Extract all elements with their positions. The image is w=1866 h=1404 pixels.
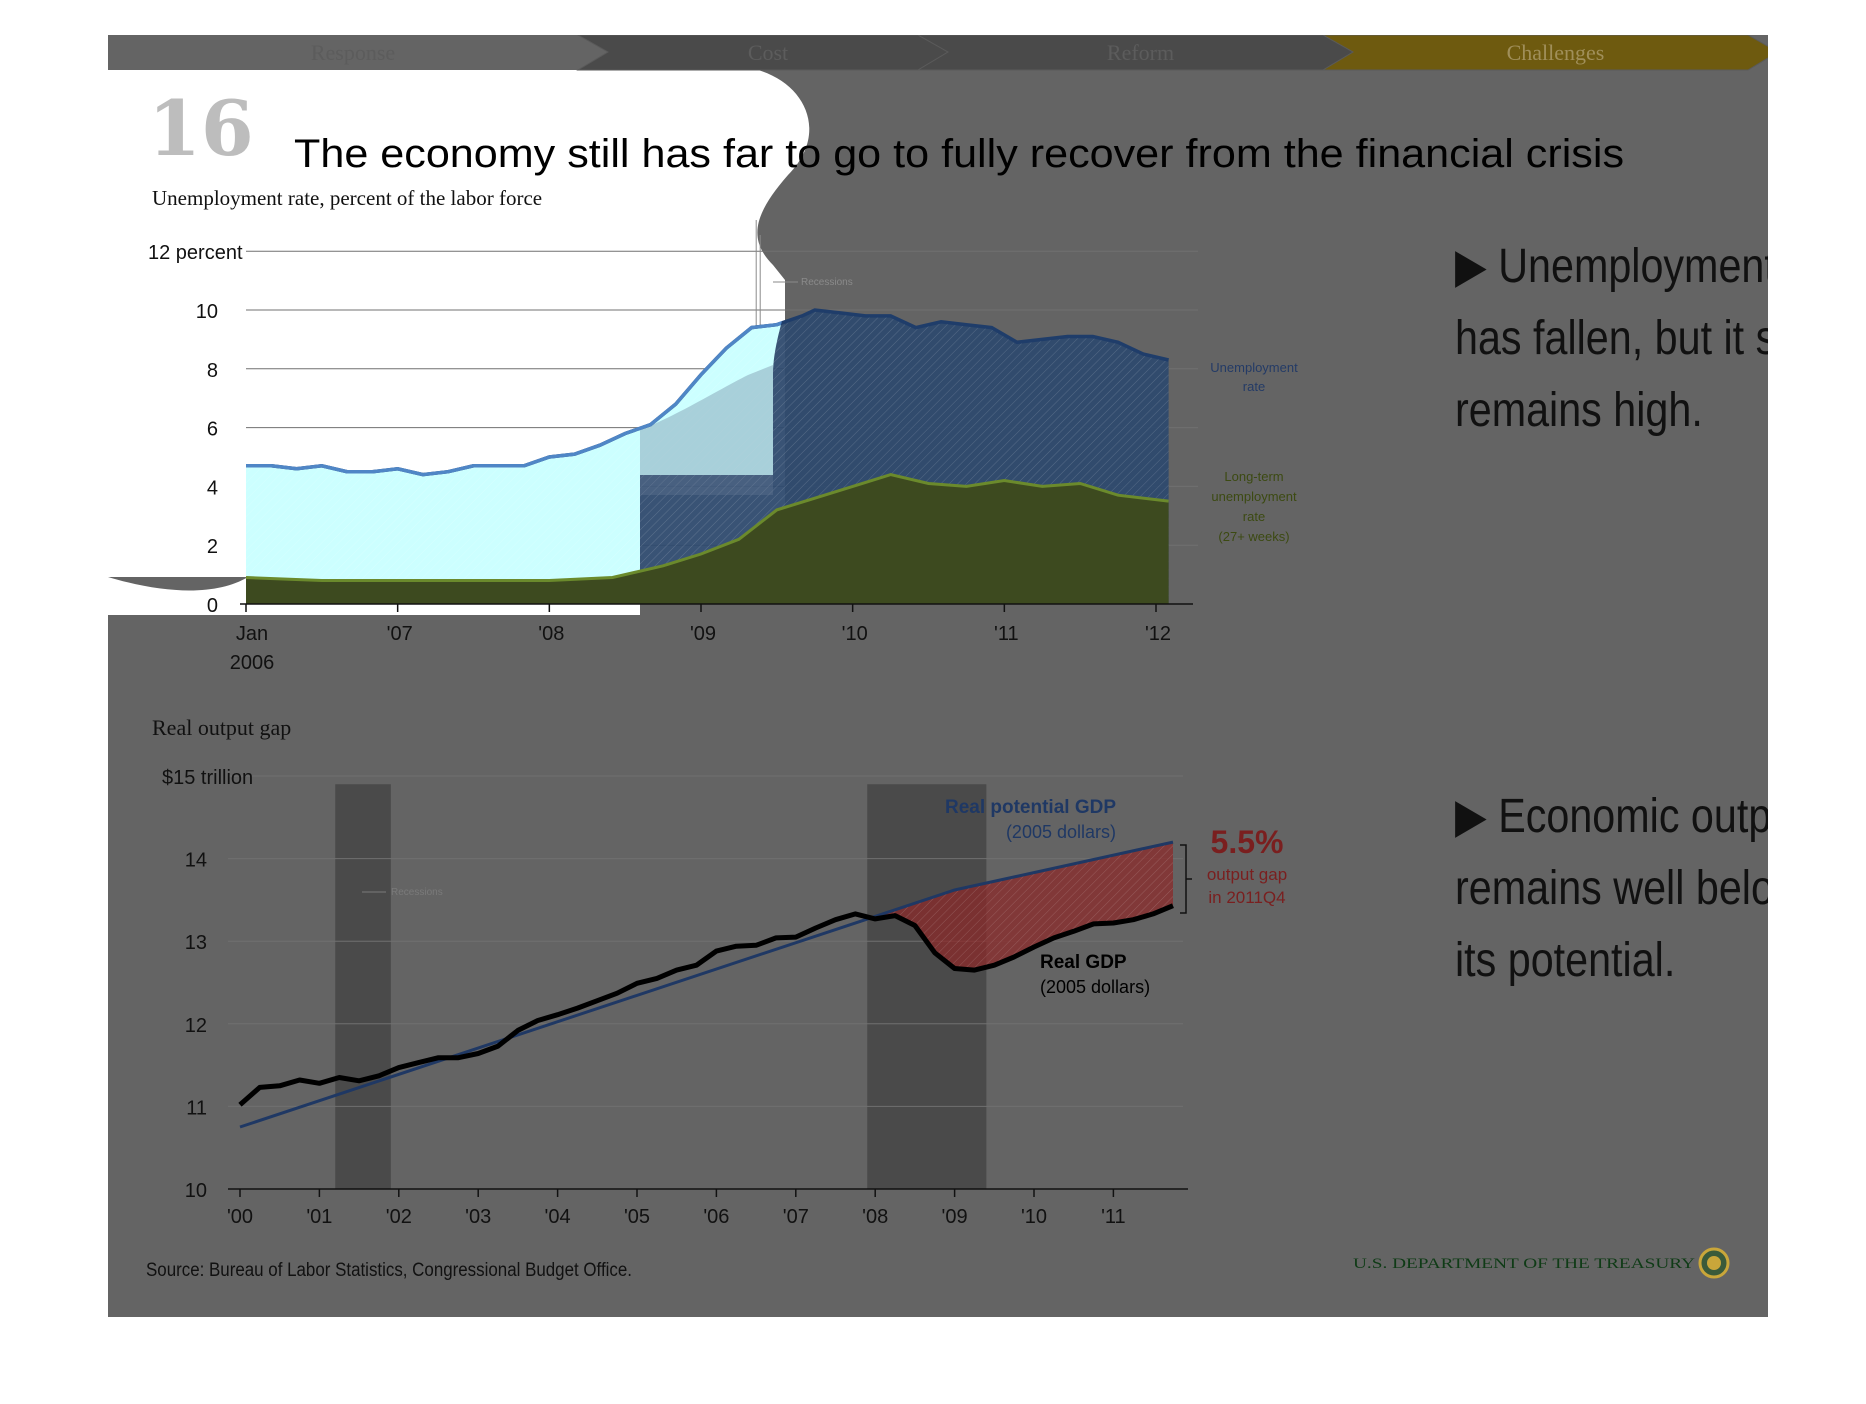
y-tick-label: 11 [186, 1097, 207, 1119]
long-term-line [245, 473, 1169, 582]
overlay-patch [640, 365, 773, 495]
y-tick-label: 4 [207, 477, 218, 499]
y-tick-label: 0 [207, 595, 218, 617]
x-tick-label: '04 [545, 1206, 571, 1228]
y-tick-label: 13 [185, 932, 207, 954]
gap-value: 5.5% [1211, 824, 1284, 860]
gap-bracket [1180, 844, 1192, 914]
y-tick-label: 2 [207, 536, 218, 558]
chart-title: Real output gap [152, 715, 291, 740]
bullet-unemployment: ▶ Unemployment has fallen, but it still … [1455, 231, 1768, 447]
x-tick-label: '08 [538, 623, 564, 645]
x-tick-label: '10 [1021, 1206, 1047, 1228]
x-tick-label: '09 [690, 623, 716, 645]
slide-canvas: Response Cost Reform Challenges 16 The econ… [108, 35, 1768, 1281]
bullet-line: remains well below [1455, 862, 1768, 915]
x-tick-label: '02 [386, 1206, 412, 1228]
long-term-area [246, 474, 1169, 604]
x-tick-label: '05 [624, 1206, 650, 1228]
x-tick-label: Jan [236, 623, 268, 645]
unemployment-line-bright [246, 308, 790, 477]
x-tick-label: '07 [387, 623, 413, 645]
nav-tab-challenges [1321, 35, 1768, 71]
x-tick-label: '00 [227, 1206, 253, 1228]
y-tick-label: 8 [207, 360, 218, 382]
series-label-long-term: rate [1243, 509, 1265, 524]
bullet-line: remains high. [1455, 384, 1703, 437]
unemployment-line-bright-group [246, 308, 790, 477]
unemployment-chart: Unemployment rate, percent of the labor … [148, 186, 1298, 674]
spotlight-overlay [246, 310, 790, 604]
x-tick-label: '12 [1145, 623, 1171, 645]
bullet-output: ▶ Economic output remains well below its… [1455, 781, 1768, 997]
nav-tab-label: Response [311, 40, 395, 65]
real-gdp-line [238, 903, 1174, 1107]
x-tick-label: '07 [783, 1206, 809, 1228]
bullet-line: ▶ Unemployment [1455, 240, 1768, 293]
slide-title: The economy still has far to go to fully… [294, 132, 1624, 176]
slide: Response Cost Reform Challenges 16 The econ… [108, 35, 1768, 1317]
series-label-long-term: (27+ weeks) [1218, 529, 1289, 544]
x-tick-label: '08 [862, 1206, 888, 1228]
source-note: Source: Bureau of Labor Statistics, Cong… [146, 1260, 632, 1281]
y-tick-label: 14 [185, 850, 207, 872]
x-tick-label: '11 [1101, 1206, 1126, 1228]
bullet-line: has fallen, but it still [1455, 312, 1768, 365]
series-label-unemployment: Unemployment [1210, 360, 1298, 375]
nav-bar: Response Cost Reform Challenges [311, 35, 1768, 71]
chart-title: Unemployment rate, percent of the labor … [152, 186, 542, 210]
series-label-potential: Real potential GDP [945, 797, 1116, 818]
series-label-long-term: Long-term [1224, 469, 1283, 484]
recession-band [867, 784, 987, 1189]
series-label-long-term: unemployment [1211, 489, 1297, 504]
series-label-potential: (2005 dollars) [1006, 822, 1116, 842]
series-label-real-gdp: (2005 dollars) [1040, 977, 1150, 997]
y-tick-label: 12 percent [148, 242, 243, 264]
y-tick-label: 6 [207, 419, 218, 441]
y-tick-label: $15 trillion [162, 767, 253, 789]
unemployment-area-bright-hatch [246, 310, 790, 604]
nav-tab-label: Cost [748, 40, 788, 65]
series-label-real-gdp: Real GDP [1040, 952, 1127, 973]
x-tick-label: 2006 [230, 652, 275, 674]
bullet-line: ▶ Economic output [1455, 790, 1768, 843]
gap-label: in 2011Q4 [1208, 888, 1285, 907]
x-tick-label: '10 [842, 623, 868, 645]
x-tick-label: '01 [306, 1206, 332, 1228]
legend-label: Recessions [801, 277, 853, 288]
potential-gdp-line [239, 840, 1174, 1129]
output-gap-hatch [875, 842, 1173, 971]
gap-label: output gap [1207, 865, 1287, 884]
bullet-line: its potential. [1455, 934, 1676, 987]
y-tick-label: 10 [196, 301, 218, 323]
output-gap-chart: Real output gap Recessions 10 11 12 13 14 $15 t… [152, 715, 1287, 1228]
treasury-footer: U.S. DEPARTMENT OF THE TREASURY [1353, 1256, 1695, 1272]
x-tick-label: '09 [942, 1206, 968, 1228]
nav-tab-label: Reform [1107, 40, 1174, 65]
x-tick-label: '11 [994, 623, 1019, 645]
x-tick-label: '06 [703, 1206, 729, 1228]
treasury-seal-icon [1698, 1247, 1730, 1279]
series-label-unemployment: rate [1243, 379, 1265, 394]
slide-number: 16 [148, 84, 254, 173]
y-tick-label: 12 [185, 1015, 207, 1037]
x-tick-label: '03 [465, 1206, 491, 1228]
y-tick-label: 10 [185, 1180, 207, 1202]
legend-label: Recessions [391, 887, 443, 898]
nav-tab-label: Challenges [1507, 40, 1605, 65]
recession-band [335, 784, 391, 1189]
